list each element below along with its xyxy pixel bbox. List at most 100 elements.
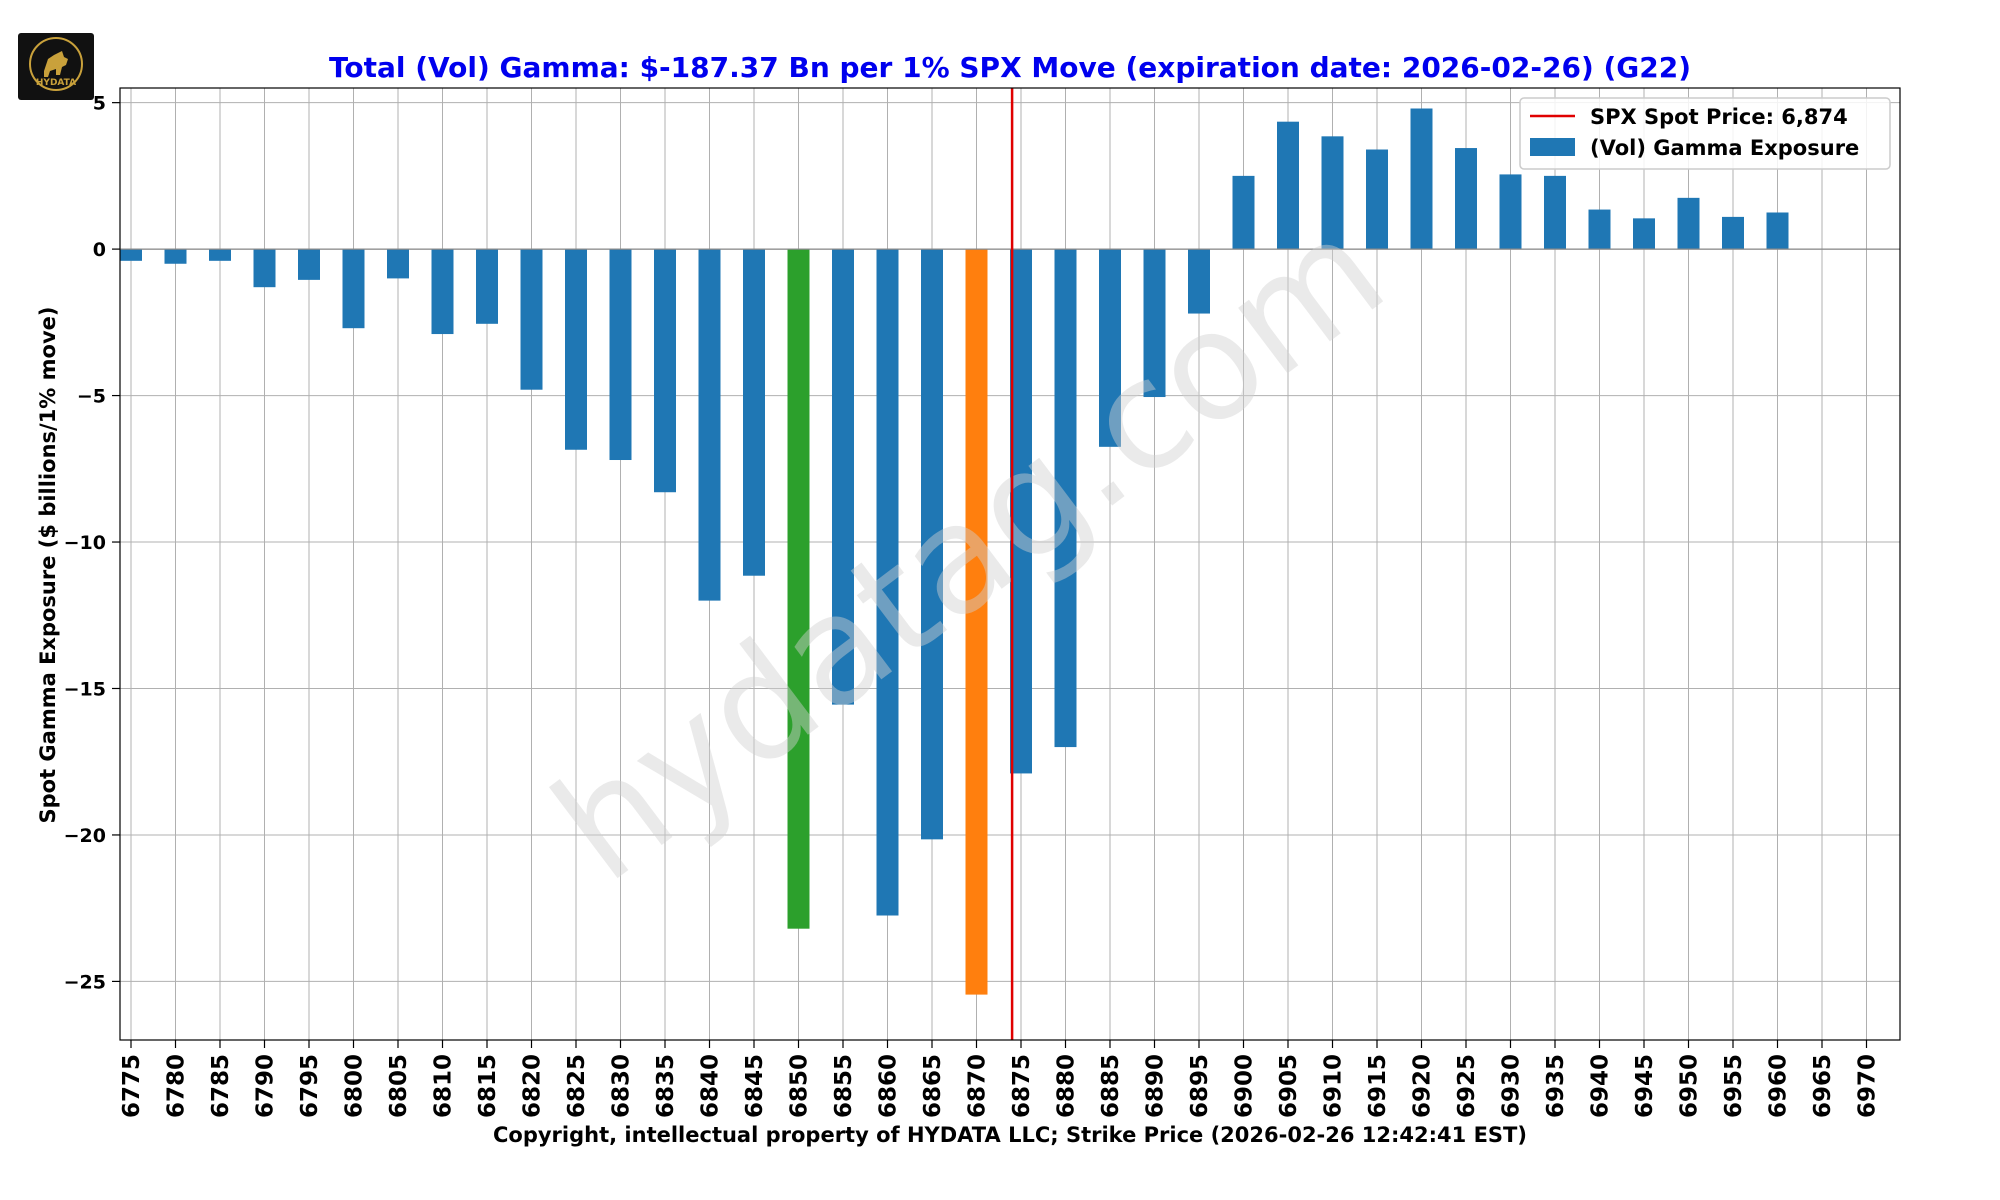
bar-6795 xyxy=(298,249,320,280)
bar-6775 xyxy=(120,249,142,261)
bar-6930 xyxy=(1499,174,1522,250)
y-tick-label: −25 xyxy=(64,971,106,993)
bar-6900 xyxy=(1232,175,1255,250)
x-tick-label: 6860 xyxy=(876,1054,902,1118)
bar-6855 xyxy=(832,249,854,705)
x-tick-label: 6780 xyxy=(164,1054,190,1118)
bar-6865 xyxy=(921,249,943,840)
plot-frame xyxy=(119,87,1901,1041)
bar-6840 xyxy=(698,249,721,601)
bar-6860 xyxy=(876,249,899,916)
bar-6950 xyxy=(1677,197,1700,250)
bar-6790 xyxy=(253,249,276,288)
bar-6925 xyxy=(1455,148,1477,250)
bar-6785 xyxy=(209,249,231,261)
x-tick-label: 6820 xyxy=(520,1054,546,1118)
x-tick-label: 6925 xyxy=(1454,1054,1480,1118)
x-tick-label: 6830 xyxy=(609,1054,635,1118)
x-tick-label: 6835 xyxy=(653,1054,679,1118)
y-axis-ticks: 5 0 −5 −10 −15 −20 −25 xyxy=(64,93,120,993)
x-tick-label: 6855 xyxy=(831,1054,857,1118)
y-tick-label: −15 xyxy=(64,678,106,700)
x-tick-label: 6845 xyxy=(742,1054,768,1118)
x-tick-label: 6875 xyxy=(1009,1054,1035,1118)
bar-6845 xyxy=(743,249,765,576)
y-tick-label: −20 xyxy=(64,825,106,847)
x-tick-label: 6815 xyxy=(475,1054,501,1118)
x-tick-label: 6840 xyxy=(698,1054,724,1118)
bar-6910 xyxy=(1321,136,1344,250)
bar-6875 xyxy=(1010,249,1032,774)
bar-6815 xyxy=(476,249,498,324)
y-tick-label: 5 xyxy=(93,93,106,115)
bar-6870 xyxy=(965,249,988,995)
hydata-logo: HYDATA xyxy=(18,33,94,100)
legend-box xyxy=(1519,97,1891,170)
bar-6895 xyxy=(1188,249,1210,314)
bars xyxy=(120,108,1789,995)
x-tick-label: 6880 xyxy=(1054,1054,1080,1118)
bar-6945 xyxy=(1633,218,1655,250)
x-tick-label: 6775 xyxy=(119,1054,145,1118)
chart-title: Total (Vol) Gamma: $-187.37 Bn per 1% SP… xyxy=(329,51,1691,84)
x-tick-label: 6895 xyxy=(1187,1054,1213,1118)
bar-6905 xyxy=(1277,121,1299,250)
x-axis-ticks: 6775 6780 6785 6790 6795 6800 6805 6810 6815 6820… xyxy=(119,1040,1881,1118)
x-tick-label: 6915 xyxy=(1365,1054,1391,1118)
x-tick-label: 6945 xyxy=(1632,1054,1658,1118)
bar-6885 xyxy=(1099,249,1121,447)
bar-6820 xyxy=(520,249,543,390)
legend-spot-label: SPX Spot Price: 6,874 xyxy=(1590,105,1848,129)
bar-6960 xyxy=(1766,212,1789,250)
bar-6800 xyxy=(342,249,365,329)
x-tick-label: 6825 xyxy=(564,1054,590,1118)
x-tick-label: 6885 xyxy=(1098,1054,1124,1118)
y-tick-label: −5 xyxy=(77,386,106,408)
bar-6825 xyxy=(565,249,587,450)
x-tick-label: 6805 xyxy=(386,1054,412,1118)
legend-gamma-swatch xyxy=(1530,138,1575,156)
y-tick-label: −10 xyxy=(64,532,106,554)
x-tick-label: 6790 xyxy=(253,1054,279,1118)
x-tick-label: 6955 xyxy=(1721,1054,1747,1118)
bar-6780 xyxy=(164,249,187,264)
bar-6810 xyxy=(431,249,454,335)
bar-6920 xyxy=(1410,108,1433,250)
x-tick-label: 6785 xyxy=(208,1054,234,1118)
x-tick-label: 6950 xyxy=(1677,1054,1703,1118)
x-tick-label: 6965 xyxy=(1810,1054,1836,1118)
x-tick-label: 6900 xyxy=(1232,1054,1258,1118)
x-tick-label: 6795 xyxy=(297,1054,323,1118)
bar-6915 xyxy=(1366,149,1388,250)
bar-6890 xyxy=(1143,249,1166,398)
logo-text: HYDATA xyxy=(36,78,76,88)
x-tick-label: 6970 xyxy=(1855,1054,1881,1118)
x-tick-label: 6800 xyxy=(342,1054,368,1118)
bar-6835 xyxy=(654,249,676,493)
x-tick-label: 6850 xyxy=(787,1054,813,1118)
x-tick-label: 6905 xyxy=(1276,1054,1302,1118)
x-tick-label: 6810 xyxy=(431,1054,457,1118)
x-tick-label: 6890 xyxy=(1143,1054,1169,1118)
x-tick-label: 6910 xyxy=(1321,1054,1347,1118)
x-tick-label: 6865 xyxy=(920,1054,946,1118)
bar-6805 xyxy=(387,249,409,279)
bar-6830 xyxy=(609,249,632,461)
bar-6880 xyxy=(1054,249,1077,748)
x-tick-label: 6920 xyxy=(1410,1054,1436,1118)
y-axis-label: Spot Gamma Exposure ($ billions/1% move) xyxy=(36,307,60,824)
legend: SPX Spot Price: 6,874 (Vol) Gamma Exposu… xyxy=(1519,97,1891,170)
x-axis-label: Copyright, intellectual property of HYDA… xyxy=(493,1123,1527,1147)
bar-6935 xyxy=(1544,175,1566,250)
y-tick-label: 0 xyxy=(93,239,106,261)
x-tick-label: 6935 xyxy=(1543,1054,1569,1118)
x-tick-label: 6940 xyxy=(1588,1054,1614,1118)
bar-6955 xyxy=(1722,216,1744,250)
legend-gamma-label: (Vol) Gamma Exposure xyxy=(1590,136,1859,160)
bar-6940 xyxy=(1588,209,1611,250)
x-tick-label: 6960 xyxy=(1766,1054,1792,1118)
bar-6850 xyxy=(787,249,810,929)
x-tick-label: 6930 xyxy=(1499,1054,1525,1118)
x-tick-label: 6870 xyxy=(965,1054,991,1118)
